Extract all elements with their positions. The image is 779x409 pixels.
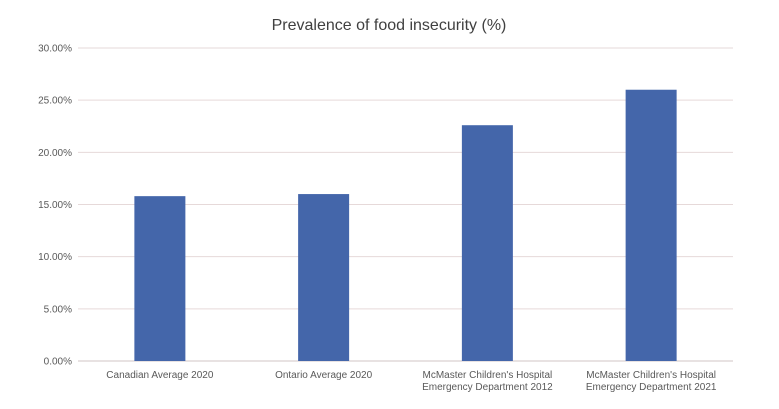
x-tick-label: Ontario Average 2020 — [275, 370, 373, 381]
bar — [298, 194, 350, 361]
gridlines — [78, 47, 733, 362]
x-tick-label-line: Canadian Average 2020 — [106, 370, 214, 381]
x-tick-label-line: Ontario Average 2020 — [275, 370, 373, 381]
y-axis-ticks: 0.00% 5.00% 10.00% 15.00% 20.00% 25.00% 30.00% — [38, 44, 72, 368]
y-tick-label: 5.00% — [44, 304, 72, 315]
x-tick-label-line: Emergency Department 2012 — [422, 382, 553, 393]
x-tick-label: Canadian Average 2020 — [106, 370, 214, 381]
x-tick-label: McMaster Children's Hospital Emergency De… — [422, 370, 553, 393]
y-tick-label: 25.00% — [38, 96, 72, 107]
y-tick-label: 30.00% — [38, 44, 72, 55]
bars — [134, 89, 677, 361]
x-tick-label: McMaster Children's Hospital Emergency De… — [586, 370, 717, 393]
y-tick-label: 15.00% — [38, 200, 72, 211]
y-tick-label: 10.00% — [38, 252, 72, 263]
y-tick-label: 20.00% — [38, 148, 72, 159]
x-axis-ticks: Canadian Average 2020 Ontario Average 202… — [106, 370, 717, 393]
bar — [625, 89, 677, 361]
x-tick-label-line: McMaster Children's Hospital — [586, 370, 716, 381]
chart-title: Prevalence of food insecurity (%) — [272, 17, 507, 34]
bar — [134, 196, 186, 361]
bar — [461, 125, 513, 361]
x-tick-label-line: Emergency Department 2021 — [586, 382, 717, 393]
x-tick-label-line: McMaster Children's Hospital — [423, 370, 553, 381]
y-tick-label: 0.00% — [44, 357, 72, 368]
